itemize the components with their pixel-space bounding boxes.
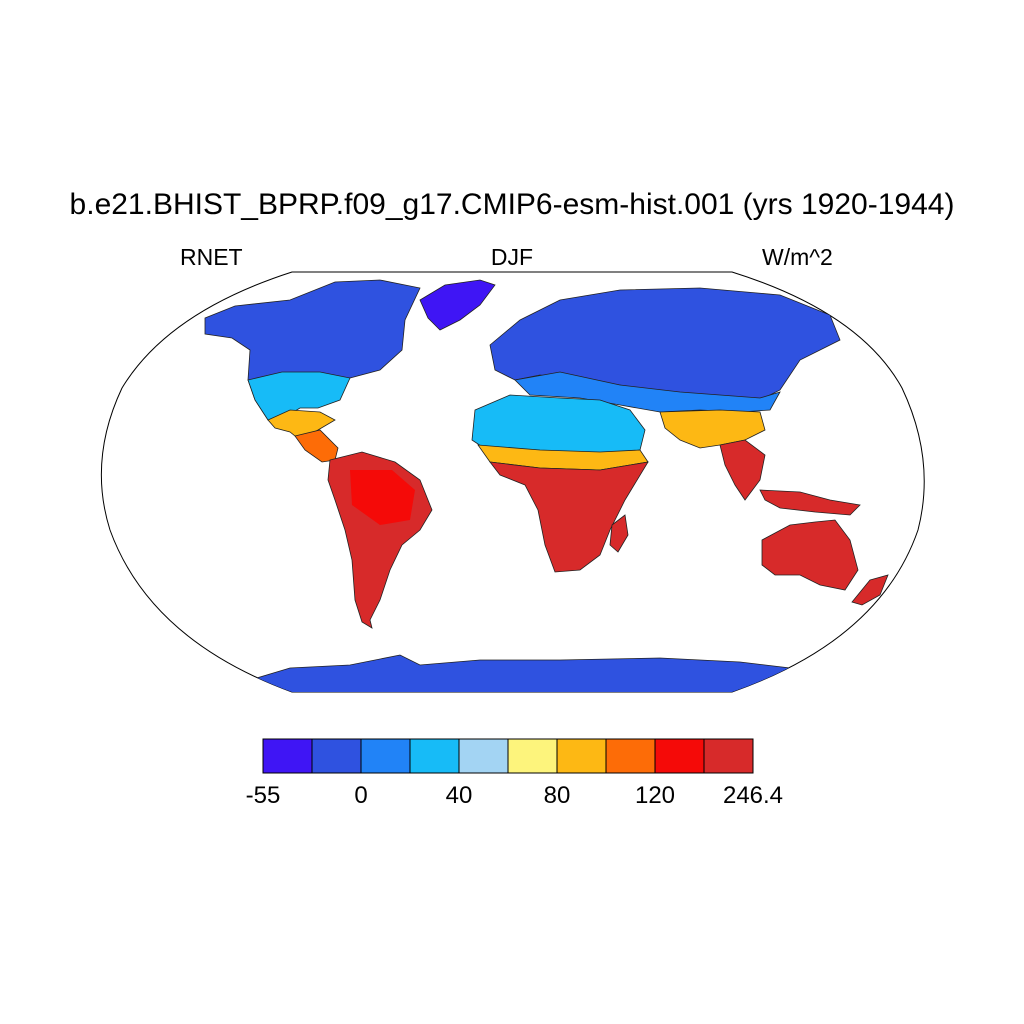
units-label: W/m^2 [762, 244, 833, 270]
colorbar-swatch [507, 738, 558, 774]
colorbar-swatch [311, 738, 362, 774]
variable-label: RNET [180, 244, 243, 270]
south-america-core [350, 470, 415, 525]
colorbar-swatch [654, 738, 705, 774]
colorbar-swatch [703, 738, 754, 774]
antarctica [249, 654, 791, 692]
indonesia [759, 489, 861, 516]
north-america-south [247, 371, 351, 421]
southeast-asia [719, 439, 766, 501]
season-label: DJF [490, 244, 534, 270]
new-zealand [851, 574, 889, 606]
colorbar-tick-label: 0 [354, 782, 368, 809]
colorbar-swatch [458, 738, 509, 774]
colorbar-swatch [262, 738, 313, 774]
plot-title: b.e21.BHIST_BPRP.f09_g17.CMIP6-esm-hist.… [69, 188, 955, 221]
eurasia-north [489, 287, 841, 401]
north-america-warm [267, 409, 336, 441]
africa-south [489, 461, 649, 573]
madagascar [609, 514, 629, 553]
australia [761, 519, 859, 591]
greenland [419, 279, 496, 331]
colorbar-swatch [360, 738, 411, 774]
colorbar-tick-label: 120 [634, 782, 676, 809]
colorbar-swatch [605, 738, 656, 774]
colorbar [262, 738, 754, 774]
colorbar-tick-label: -55 [245, 782, 281, 809]
colorbar-tick-label: 80 [543, 782, 571, 809]
colorbar-swatch [409, 738, 460, 774]
colorbar-tick-label: 40 [445, 782, 473, 809]
colorbar-tick-label: 246.4 [722, 782, 784, 809]
colorbar-swatch [556, 738, 607, 774]
